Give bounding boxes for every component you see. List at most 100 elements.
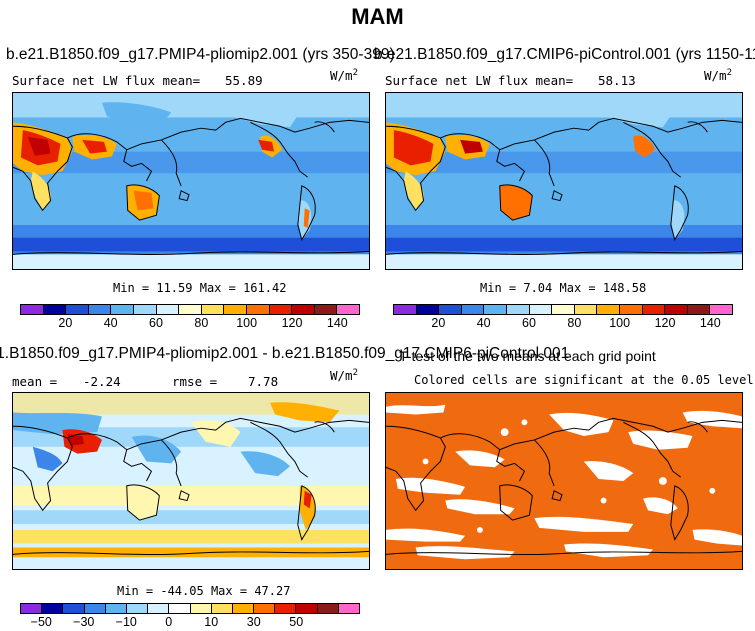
colorbar-top-right-swatch: [710, 305, 732, 314]
colorbar-bottom-left-swatch: [169, 604, 191, 613]
colorbar-top-right-tick-label: 100: [609, 316, 631, 330]
map-bottom-right: [386, 393, 742, 569]
colorbar-top-right-swatch: [619, 305, 643, 314]
colorbar-top-left-tick-label: 20: [58, 316, 73, 330]
colorbar-bottom-left-tick-label: −10: [115, 615, 137, 629]
colorbar-top-left-tick-label: 120: [281, 316, 303, 330]
mean-label-bottom-left: mean =: [12, 374, 58, 389]
case-title-top-right: b.e21.B1850.f09_g17.CMIP6-piControl.001 …: [374, 46, 755, 63]
colorbar-top-right-tick-label: 60: [522, 316, 536, 330]
colorbar-top-right-swatch: [597, 305, 620, 314]
colorbar-bottom-left-swatch: [148, 604, 170, 613]
colorbar-bottom-left-swatch: [84, 604, 106, 613]
colorbar-top-left-swatch: [133, 305, 157, 314]
colorbar-top-left-swatch: [314, 305, 338, 314]
colorbar-top-left-swatch: [269, 305, 293, 314]
colorbar-top-right-swatch: [574, 305, 598, 314]
map-top-right: [386, 93, 742, 269]
colorbar-top-left-swatch: [21, 305, 44, 314]
case-title-top-left: b.e21.B1850.f09_g17.PMIP4-pliomip2.001 (…: [6, 46, 395, 63]
colorbar-top-right-tick-label: 20: [431, 316, 446, 330]
map-top-left: [13, 93, 369, 269]
colorbar-bottom-left-swatch: [232, 604, 255, 613]
colorbar-bottom-left-swatch: [126, 604, 149, 613]
colorbar-top-left-tick-label: 140: [326, 316, 348, 330]
colorbar-bottom-left-swatch: [105, 604, 127, 613]
colorbar-top-left-swatch: [66, 305, 89, 314]
minmax-bottom-left: Min = -44.05 Max = 47.27: [117, 584, 291, 598]
colorbar-bottom-left: [20, 603, 360, 614]
colorbar-ticks-top-right: 20 40 60 80 100 120 140: [393, 316, 733, 332]
units-top-right: W/m2: [704, 68, 732, 84]
colorbar-bottom-left-tick-label: 30: [246, 615, 261, 629]
ttest-title: T-test of the two means at each grid poi…: [399, 348, 656, 364]
colorbar-top-right-swatch: [484, 305, 507, 314]
colorbar-top-left-swatch: [246, 305, 270, 314]
colorbar-bottom-left-tick-label: 10: [204, 615, 219, 629]
colorbar-top-right-tick-label: 140: [699, 316, 721, 330]
colorbar-bottom-left-swatch: [63, 604, 85, 613]
map-bottom-left: [13, 393, 369, 569]
colorbar-top-left-swatch: [201, 305, 225, 314]
mean-value-bottom-left: -2.24: [83, 374, 121, 389]
colorbar-top-right-swatch: [506, 305, 530, 314]
colorbar-top-left-tick-label: 60: [149, 316, 163, 330]
colorbar-top-right: [393, 304, 733, 315]
colorbar-bottom-left-tick-label: 50: [289, 615, 304, 629]
colorbar-bottom-left-swatch: [42, 604, 64, 613]
colorbar-top-right-tick-label: 120: [654, 316, 676, 330]
colorbar-top-left-swatch: [111, 305, 134, 314]
stat-label-top-left: Surface net LW flux mean=: [12, 73, 201, 88]
colorbar-bottom-left-swatch: [275, 604, 297, 613]
colorbar-top-right-tick-label: 80: [567, 316, 582, 330]
stat-label-top-right: Surface net LW flux mean=: [385, 73, 574, 88]
map-panel-top-right: [385, 92, 743, 270]
colorbar-top-left-swatch: [179, 305, 202, 314]
ttest-subtitle: Colored cells are significant at the 0.0…: [414, 373, 754, 387]
stat-value-top-right: 58.13: [598, 73, 636, 88]
colorbar-top-right-swatch: [665, 305, 688, 314]
colorbar-top-right-swatch: [461, 305, 485, 314]
figure-title: MAM: [351, 4, 404, 29]
colorbar-bottom-left-swatch: [338, 604, 359, 613]
colorbar-bottom-left-swatch: [317, 604, 339, 613]
colorbar-top-right-swatch: [552, 305, 575, 314]
colorbar-top-right-swatch: [642, 305, 666, 314]
colorbar-top-left-swatch: [156, 305, 180, 314]
map-panel-top-left: [12, 92, 370, 270]
colorbar-top-right-tick-label: 40: [476, 316, 491, 330]
case-title-bottom-left: b.e21.B1850.f09_g17.PMIP4-pliomip2.001 -…: [0, 345, 570, 362]
colorbar-top-right-swatch: [529, 305, 553, 314]
colorbar-top-right-swatch: [416, 305, 440, 314]
colorbar-top-right-swatch: [439, 305, 462, 314]
colorbar-top-right-swatch: [687, 305, 711, 314]
units-top-left: W/m2: [330, 68, 358, 84]
colorbar-top-left-swatch: [43, 305, 67, 314]
colorbar-top-left-swatch: [88, 305, 112, 314]
colorbar-bottom-left-tick-label: −30: [73, 615, 95, 629]
colorbar-ticks-top-left: 20 40 60 80 100 120 140: [20, 316, 360, 332]
colorbar-top-left-tick-label: 80: [194, 316, 209, 330]
colorbar-top-left-swatch: [337, 305, 359, 314]
colorbar-bottom-left-tick-label: 0: [165, 615, 173, 629]
colorbar-bottom-left-swatch: [296, 604, 318, 613]
map-panel-bottom-right: [385, 392, 743, 570]
colorbar-bottom-left-swatch: [21, 604, 43, 613]
rmse-value-bottom-left: 7.78: [248, 374, 279, 389]
colorbar-top-left-swatch: [224, 305, 247, 314]
stat-value-top-left: 55.89: [225, 73, 263, 88]
colorbar-top-left-swatch: [292, 305, 315, 314]
colorbar-bottom-left-swatch: [211, 604, 233, 613]
colorbar-bottom-left-swatch: [254, 604, 276, 613]
colorbar-bottom-left-tick-label: −50: [30, 615, 52, 629]
minmax-top-right: Min = 7.04 Max = 148.58: [480, 281, 647, 295]
colorbar-top-left-tick-label: 100: [236, 316, 258, 330]
rmse-label-bottom-left: rmse =: [172, 374, 218, 389]
map-panel-bottom-left: [12, 392, 370, 570]
colorbar-ticks-bottom-left: −50 −30 −10 0 10 30 50: [20, 615, 360, 631]
colorbar-top-left: [20, 304, 360, 315]
units-bottom-left: W/m2: [330, 368, 358, 384]
minmax-top-left: Min = 11.59 Max = 161.42: [113, 281, 287, 295]
colorbar-bottom-left-swatch: [190, 604, 212, 613]
colorbar-top-right-swatch: [394, 305, 417, 314]
